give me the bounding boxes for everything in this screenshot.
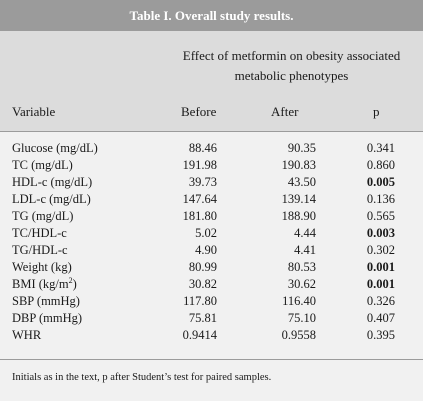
cell-before: 5.02 [195,226,217,240]
cell-variable: LDL-c (mg/dL) [12,192,91,206]
cell-before: 147.64 [182,192,217,206]
cell-variable: WHR [12,328,42,342]
cell-variable: TC (mg/dL) [12,158,73,172]
cell-before: 39.73 [188,175,217,189]
cell-after: 30.62 [287,277,316,291]
cell-variable: Glucose (mg/dL) [12,141,98,155]
table-row: HDL-c (mg/dL) 39.73 43.50 0.005 [0,174,423,191]
cell-after: 90.35 [287,141,316,155]
table-row: LDL-c (mg/dL) 147.64 139.14 0.136 [0,191,423,208]
cell-before: 191.98 [182,158,217,172]
table-row: SBP (mmHg) 117.80 116.40 0.326 [0,293,423,310]
cell-p-value: 0.326 [366,294,395,308]
cell-variable: HDL-c (mg/dL) [12,175,93,189]
column-header-variable: Variable [12,104,56,119]
table-row: BMI (kg/m2) 30.82 30.62 0.001 [0,276,423,293]
cell-variable: TG (mg/dL) [12,209,74,223]
cell-after: 75.10 [287,311,316,325]
cell-p-value: 0.302 [366,243,395,257]
cell-before: 80.99 [188,260,217,274]
table-footnote: Initials as in the text, p after Student… [12,372,272,383]
column-header-before: Before [181,104,217,119]
cell-after: 4.41 [294,243,316,257]
cell-after: 0.9558 [281,328,316,342]
cell-p-value: 0.001 [366,277,395,291]
table-row: TC (mg/dL) 191.98 190.83 0.860 [0,157,423,174]
cell-after: 190.83 [281,158,316,172]
table-row: Weight (kg) 80.99 80.53 0.001 [0,259,423,276]
cell-variable: DBP (mmHg) [12,311,83,325]
header-divider [0,131,423,132]
cell-p-value: 0.565 [366,209,395,223]
column-header-p: p [373,104,380,119]
cell-after: 139.14 [281,192,316,206]
cell-variable: BMI (kg/m2) [12,275,77,291]
cell-before: 75.81 [188,311,217,325]
cell-before: 30.82 [188,277,217,291]
cell-after: 188.90 [281,209,316,223]
cell-p-value: 0.395 [366,328,395,342]
column-header-after: After [271,104,299,119]
cell-p-value: 0.407 [366,311,395,325]
table-row: TG/HDL-c 4.90 4.41 0.302 [0,242,423,259]
cell-before: 88.46 [188,141,217,155]
table-header [0,31,423,131]
bottom-divider [0,359,423,360]
cell-p-value: 0.001 [366,260,395,274]
cell-p-value: 0.341 [366,141,395,155]
cell-before: 117.80 [183,294,217,308]
group-header: Effect of metformin on obesity associate… [182,48,401,83]
table-title: Table I. Overall study results. [0,0,423,31]
cell-p-value: 0.005 [366,175,395,189]
table-row: DBP (mmHg) 75.81 75.10 0.407 [0,310,423,327]
cell-after: 4.44 [294,226,316,240]
cell-variable: Weight (kg) [12,260,72,274]
table-row: Glucose (mg/dL) 88.46 90.35 0.341 [0,140,423,157]
cell-p-value: 0.860 [366,158,395,172]
cell-variable: SBP (mmHg) [12,294,80,308]
table-row: TG (mg/dL) 181.80 188.90 0.565 [0,208,423,225]
cell-p-value: 0.136 [366,192,395,206]
cell-p-value: 0.003 [366,226,395,240]
cell-after: 80.53 [287,260,316,274]
table-row: WHR 0.9414 0.9558 0.395 [0,327,423,344]
cell-before: 4.90 [195,243,217,257]
cell-before: 181.80 [182,209,217,223]
cell-after: 43.50 [287,175,316,189]
table-row: TC/HDL-c 5.02 4.44 0.003 [0,225,423,242]
cell-variable: TC/HDL-c [12,226,67,240]
cell-variable: TG/HDL-c [12,243,68,257]
cell-before: 0.9414 [182,328,217,342]
cell-after: 116.40 [282,294,316,308]
